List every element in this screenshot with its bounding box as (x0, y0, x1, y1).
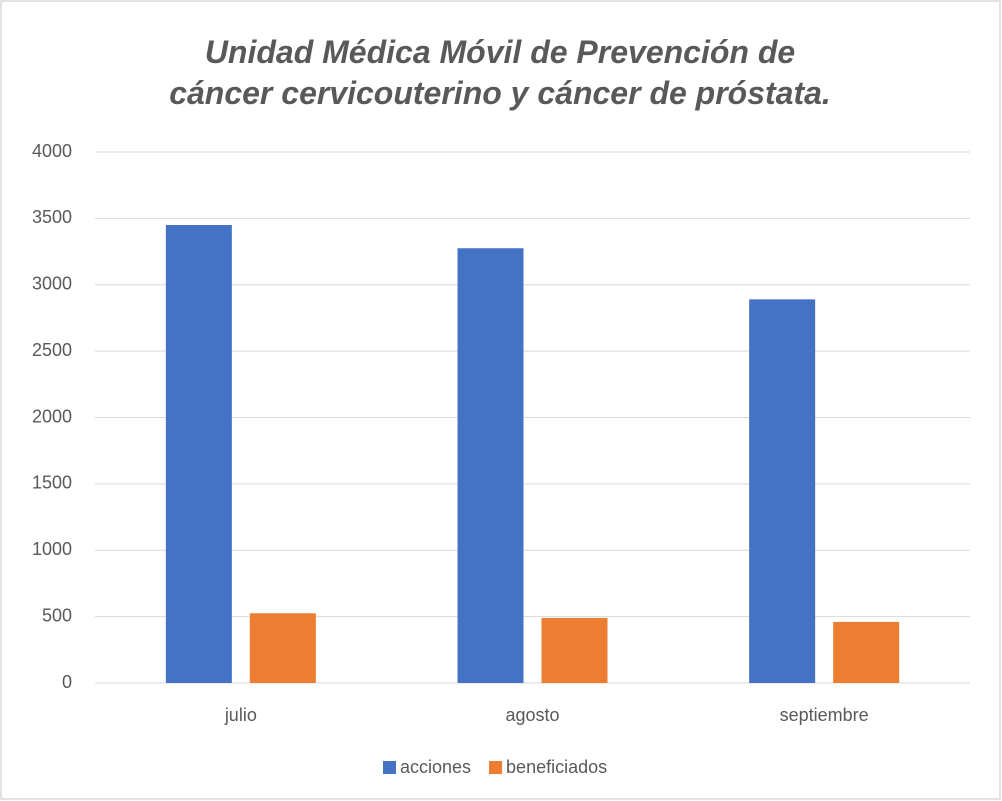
y-tick-label: 500 (42, 605, 72, 625)
y-tick-label: 1500 (32, 473, 72, 493)
x-tick-label: septiembre (780, 705, 869, 725)
bar (749, 299, 816, 683)
x-tick-label: julio (224, 705, 257, 725)
y-tick-label: 2500 (32, 340, 72, 360)
y-tick-label: 0 (62, 672, 72, 692)
y-tick-label: 1000 (32, 539, 72, 559)
legend-swatch (383, 761, 396, 774)
legend-label: beneficiados (506, 757, 607, 777)
y-tick-label: 2000 (32, 406, 72, 426)
y-tick-label: 3500 (32, 207, 72, 227)
legend-label: acciones (400, 757, 471, 777)
x-tick-label: agosto (505, 705, 559, 725)
chart-title: Unidad Médica Móvil de Prevención de cán… (169, 34, 831, 111)
y-tick-label: 4000 (32, 141, 72, 161)
bar (165, 225, 232, 683)
legend-swatch (489, 761, 503, 774)
bar (833, 621, 900, 683)
y-tick-label: 3000 (32, 274, 72, 294)
bar (249, 613, 316, 683)
bar (457, 248, 524, 683)
bar (541, 617, 608, 683)
